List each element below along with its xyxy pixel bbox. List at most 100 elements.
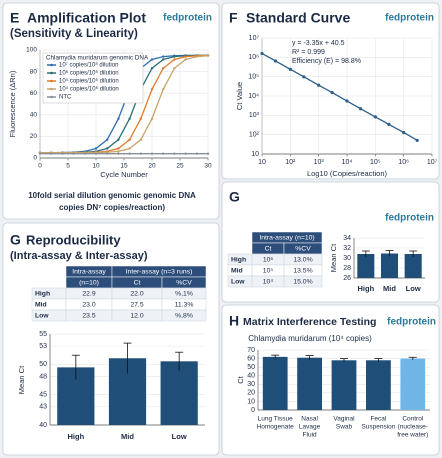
legend-marker [50, 63, 53, 67]
data-point [184, 55, 187, 58]
data-point [106, 138, 109, 141]
table-cell-text: 11.3% [175, 301, 194, 308]
data-point [387, 122, 391, 126]
y-tick-label: 80 [30, 68, 38, 75]
x-tick-label: (nuclease- [398, 424, 428, 431]
table-cell-text: 22.0 [130, 290, 143, 297]
legend-label: NTC [59, 95, 72, 101]
data-point [345, 99, 349, 103]
y-tick-label: 50 [247, 364, 255, 371]
x-tick-label: Vaginal [333, 416, 355, 423]
data-point [106, 147, 109, 150]
x-tick-label: 10⁴ [342, 159, 353, 166]
data-point [206, 54, 210, 57]
table-cell-text: %,1% [175, 290, 193, 297]
series-line [40, 55, 209, 154]
bar [404, 254, 422, 278]
table-cell [161, 309, 207, 322]
x-tick-label: 10⁷ [427, 159, 438, 166]
y-axis-label: Mean Ct [17, 365, 26, 394]
y-tick-label: 53 [39, 343, 47, 350]
y-tick-label: 10² [249, 132, 260, 139]
y-tick-label: 48 [39, 373, 47, 380]
data-point [139, 117, 142, 120]
legend-label: 10⁶ copies/10⁶ dilution [59, 70, 119, 77]
table-header-text: (n=10) [79, 279, 99, 286]
data-point [173, 67, 176, 70]
data-point [150, 67, 154, 70]
x-tick-label: Low [172, 432, 187, 441]
x-tick-label: High [67, 432, 84, 441]
x-axis-label: Log10 (Copies/reaction) [307, 169, 388, 178]
x-tick-label: Low [406, 284, 421, 293]
x-tick-label: 10⁶ [398, 159, 409, 166]
x-tick-label: Control [402, 416, 424, 423]
data-point [317, 83, 321, 87]
table-cell-text: 10⁶ [263, 256, 274, 263]
data-point [373, 115, 377, 119]
annotation: y = -3.35x + 40.5 [292, 40, 345, 47]
brand-logo: fedprotein [387, 317, 436, 328]
data-point [173, 55, 176, 58]
y-tick-label: 60 [30, 90, 38, 97]
data-point [128, 147, 131, 150]
panel [221, 304, 440, 456]
y-tick-label: 10⁷ [249, 35, 260, 42]
x-tick-label: Fluid [303, 432, 317, 439]
brand-logo: fedprotein [385, 13, 434, 24]
y-tick-label: 20 [247, 390, 255, 397]
x-tick-label: free water) [397, 432, 428, 439]
table-cell [283, 275, 323, 288]
x-tick-label: High [357, 284, 374, 293]
table-cell-text: 15.0% [293, 278, 312, 285]
table-header-text: %CV [176, 279, 192, 286]
table-header-text: %CV [295, 245, 311, 252]
table-cell-text: Mid [35, 301, 47, 308]
data-point [128, 138, 131, 141]
legend-label: 10⁵ copies/10⁶ dilution [59, 78, 119, 85]
y-tick-label: 100 [26, 47, 37, 54]
x-tick-label: Swab [336, 424, 353, 431]
x-tick-label: Suspension [361, 424, 395, 431]
y-tick-label: 10³ [249, 112, 260, 119]
data-point [83, 152, 87, 155]
series-line [261, 52, 418, 141]
data-point [184, 58, 187, 61]
x-tick-label: 10 [258, 159, 266, 166]
data-point [184, 152, 187, 155]
bar [297, 357, 322, 410]
data-point [162, 67, 165, 70]
y-tick-label: 0 [251, 407, 255, 414]
panel-letter: G [229, 189, 240, 205]
bar [262, 356, 288, 410]
table-cell-text: 13.0% [293, 256, 312, 263]
data-point [162, 88, 165, 91]
legend-marker [50, 79, 53, 83]
y-tick-label: 10⁴ [248, 93, 259, 100]
y-axis-label: Fluorescence (ΔRn) [8, 70, 17, 137]
data-point [139, 138, 142, 141]
x-axis-label: Cycle Number [100, 170, 148, 179]
table-cell-text: 23.5 [82, 312, 95, 319]
x-tick-label: Lavage [299, 424, 321, 431]
data-point [162, 55, 165, 58]
table-cell-text: 10⁵ [263, 267, 274, 274]
data-point [50, 152, 53, 155]
y-tick-label: 70 [247, 347, 255, 354]
x-tick-label: Mid [121, 432, 134, 441]
panel-subtitle: (Sensitivity & Linearity) [10, 28, 138, 40]
x-tick-label: Homogenate [257, 424, 295, 431]
panel-subtitle: Chlamydia muridarum (10⁴ copies) [248, 334, 372, 343]
data-point [302, 75, 306, 79]
x-tick-label: Fecal [370, 416, 386, 423]
x-tick-label: 10³ [314, 159, 325, 166]
y-tick-label: 43 [39, 404, 47, 411]
y-tick-label: 45 [39, 392, 47, 399]
data-point [415, 138, 419, 142]
y-axis-label: Mean Ct [329, 243, 338, 272]
data-point [273, 59, 278, 63]
data-point [117, 138, 120, 141]
x-tick-label: Lung Tissue [258, 416, 293, 423]
table-header-text: Ct [134, 279, 141, 286]
